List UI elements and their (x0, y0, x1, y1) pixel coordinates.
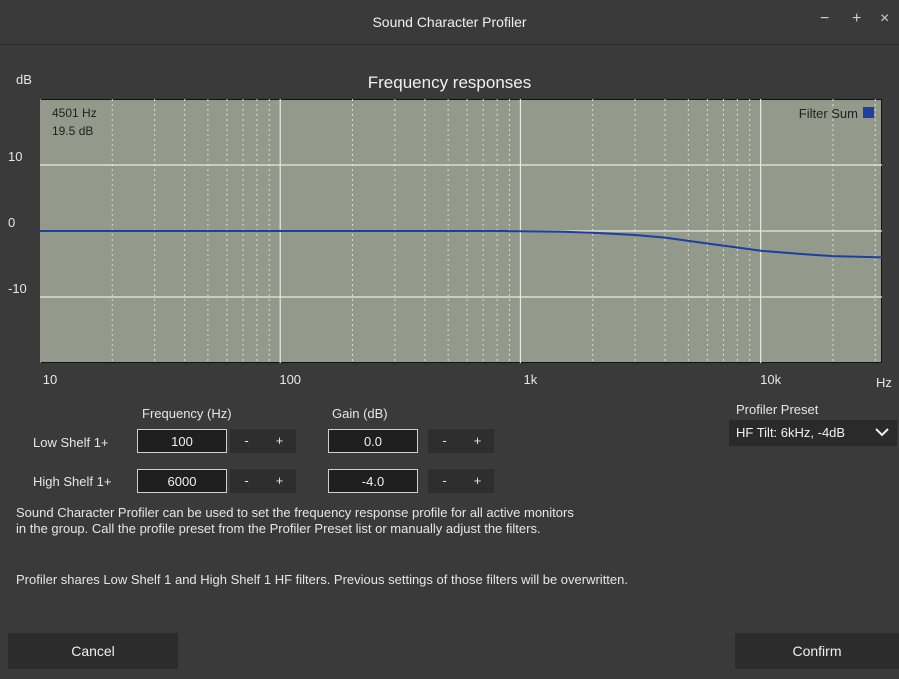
description-line-2: in the group. Call the profile preset fr… (16, 521, 541, 536)
description-line-3: Profiler shares Low Shelf 1 and High She… (16, 572, 628, 587)
low-shelf-frequency-increment[interactable]: + (275, 433, 284, 448)
high-shelf-gain-stepper: - + (428, 469, 494, 493)
low-shelf-frequency-decrement[interactable]: - (244, 433, 249, 448)
x-tick-label: 10 (42, 372, 58, 387)
profiler-preset-label: Profiler Preset (736, 402, 819, 417)
x-tick-label: 1k (523, 372, 538, 387)
maximize-icon[interactable]: + (852, 10, 862, 27)
minimize-icon[interactable]: − (820, 10, 830, 27)
confirm-button[interactable]: Confirm (735, 633, 899, 669)
y-tick-label: -10 (8, 281, 27, 296)
description-line-1: Sound Character Profiler can be used to … (16, 505, 574, 520)
high-shelf-frequency-decrement[interactable]: - (244, 473, 249, 488)
frequency-header: Frequency (Hz) (142, 406, 232, 421)
high-shelf-gain-increment[interactable]: + (473, 473, 482, 488)
cursor-gain: 19.5 dB (52, 124, 93, 138)
high-shelf-frequency-input[interactable] (137, 469, 227, 493)
high-shelf-gain-decrement[interactable]: - (442, 473, 447, 488)
legend-label: Filter Sum (799, 106, 858, 121)
y-tick-label: 0 (8, 215, 16, 230)
low-shelf-frequency-stepper: - + (230, 429, 296, 453)
x-tick-label: 10k (760, 372, 782, 387)
filter-sum-line (40, 230, 882, 259)
profiler-preset-dropdown[interactable]: HF Tilt: 6kHz, -4dB (729, 420, 897, 446)
profiler-preset-value: HF Tilt: 6kHz, -4dB (736, 425, 846, 440)
high-shelf-frequency-stepper: - + (230, 469, 296, 493)
low-shelf-gain-decrement[interactable]: - (442, 433, 447, 448)
chart-title: Frequency responses (367, 73, 532, 92)
low-shelf-gain-increment[interactable]: + (473, 433, 482, 448)
title-bar: Sound Character Profiler − + × (0, 0, 899, 45)
legend-swatch (863, 107, 874, 118)
low-shelf-gain-input[interactable] (328, 429, 418, 453)
close-icon[interactable]: × (880, 10, 890, 27)
low-shelf-label: Low Shelf 1+ (33, 435, 109, 450)
frequency-response-chart[interactable]: 4501 Hz 19.5 dB Filter Sum (40, 99, 882, 363)
low-shelf-gain-stepper: - + (428, 429, 494, 453)
gain-header: Gain (dB) (332, 406, 388, 421)
high-shelf-gain-input[interactable] (328, 469, 418, 493)
x-tick-label: 100 (279, 372, 302, 387)
y-axis-label: dB (16, 72, 32, 87)
cursor-frequency: 4501 Hz (52, 106, 97, 120)
cancel-button[interactable]: Cancel (8, 633, 178, 669)
high-shelf-frequency-increment[interactable]: + (275, 473, 284, 488)
x-axis-label: Hz (876, 375, 892, 390)
window-title: Sound Character Profiler (372, 14, 527, 30)
low-shelf-frequency-input[interactable] (137, 429, 227, 453)
high-shelf-label: High Shelf 1+ (33, 474, 112, 489)
chevron-down-icon (875, 428, 889, 437)
y-tick-label: 10 (8, 149, 23, 164)
